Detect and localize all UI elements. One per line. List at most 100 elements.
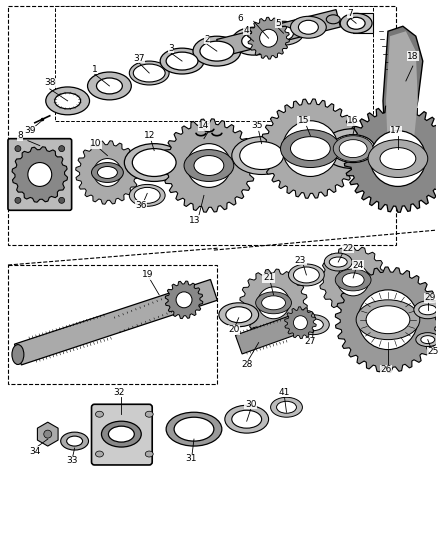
Text: 12: 12	[144, 131, 155, 140]
Text: 18: 18	[407, 52, 419, 61]
Ellipse shape	[226, 307, 252, 322]
Ellipse shape	[96, 78, 122, 94]
Ellipse shape	[102, 421, 141, 447]
Ellipse shape	[293, 267, 319, 283]
Text: 33: 33	[66, 456, 78, 465]
Polygon shape	[319, 246, 387, 314]
Ellipse shape	[366, 306, 410, 334]
Ellipse shape	[124, 144, 184, 181]
Ellipse shape	[160, 48, 204, 74]
Text: 1: 1	[92, 64, 97, 74]
Ellipse shape	[232, 410, 261, 428]
Ellipse shape	[15, 197, 21, 203]
Ellipse shape	[421, 336, 435, 344]
Polygon shape	[248, 17, 290, 59]
Ellipse shape	[242, 33, 265, 49]
Ellipse shape	[88, 72, 131, 100]
Text: 22: 22	[343, 244, 354, 253]
Text: 13: 13	[189, 216, 201, 225]
Ellipse shape	[59, 146, 65, 151]
Text: 3: 3	[168, 44, 174, 53]
Ellipse shape	[59, 197, 65, 203]
Ellipse shape	[283, 121, 338, 176]
Text: 14: 14	[198, 121, 210, 130]
Ellipse shape	[290, 136, 330, 160]
Ellipse shape	[98, 166, 117, 179]
Ellipse shape	[289, 264, 324, 286]
Ellipse shape	[184, 150, 234, 181]
Ellipse shape	[335, 269, 371, 291]
Ellipse shape	[290, 17, 326, 38]
Ellipse shape	[240, 142, 283, 169]
Ellipse shape	[67, 436, 83, 446]
Ellipse shape	[274, 26, 293, 40]
Ellipse shape	[55, 93, 81, 109]
Ellipse shape	[258, 287, 290, 319]
Polygon shape	[344, 105, 438, 212]
Ellipse shape	[28, 163, 52, 187]
Ellipse shape	[368, 140, 428, 177]
Ellipse shape	[419, 305, 437, 315]
Polygon shape	[162, 119, 256, 212]
Polygon shape	[14, 279, 217, 365]
Text: 36: 36	[135, 201, 147, 210]
Ellipse shape	[174, 417, 214, 441]
Ellipse shape	[129, 61, 169, 85]
Text: 23: 23	[295, 255, 306, 264]
Text: 6: 6	[238, 14, 244, 23]
FancyBboxPatch shape	[8, 139, 72, 211]
Text: 2: 2	[204, 35, 210, 44]
Ellipse shape	[264, 21, 304, 45]
FancyBboxPatch shape	[353, 13, 373, 33]
Polygon shape	[261, 99, 360, 198]
Ellipse shape	[261, 296, 286, 310]
Ellipse shape	[280, 130, 340, 167]
Ellipse shape	[331, 135, 375, 163]
Ellipse shape	[298, 20, 318, 34]
Ellipse shape	[145, 411, 153, 417]
Text: 32: 32	[114, 388, 125, 397]
Text: 29: 29	[424, 293, 435, 302]
Ellipse shape	[166, 412, 222, 446]
Ellipse shape	[232, 136, 291, 174]
FancyBboxPatch shape	[8, 265, 217, 384]
Ellipse shape	[370, 131, 426, 187]
Text: 41: 41	[279, 388, 290, 397]
Ellipse shape	[293, 316, 307, 330]
Ellipse shape	[132, 149, 176, 176]
Ellipse shape	[339, 140, 367, 158]
Text: 27: 27	[305, 337, 316, 346]
Ellipse shape	[340, 13, 372, 33]
Ellipse shape	[301, 311, 315, 329]
FancyBboxPatch shape	[92, 404, 152, 465]
Text: 16: 16	[347, 116, 359, 125]
Ellipse shape	[324, 253, 352, 271]
Ellipse shape	[194, 156, 224, 175]
Polygon shape	[336, 267, 438, 373]
Text: 15: 15	[298, 116, 309, 125]
Ellipse shape	[329, 257, 347, 267]
Text: 25: 25	[427, 347, 438, 356]
Ellipse shape	[12, 345, 24, 365]
Ellipse shape	[92, 163, 124, 182]
Ellipse shape	[276, 401, 297, 413]
Ellipse shape	[225, 405, 268, 433]
Text: 4: 4	[244, 26, 250, 35]
Polygon shape	[383, 26, 423, 175]
Ellipse shape	[297, 315, 329, 335]
Text: 34: 34	[29, 447, 40, 456]
Text: 30: 30	[245, 400, 256, 409]
Polygon shape	[165, 281, 203, 319]
Ellipse shape	[95, 411, 103, 417]
Ellipse shape	[193, 36, 241, 66]
Text: 39: 39	[24, 126, 35, 135]
Ellipse shape	[200, 41, 234, 61]
Ellipse shape	[333, 136, 373, 161]
Ellipse shape	[347, 17, 365, 29]
Text: 5: 5	[276, 19, 282, 28]
Ellipse shape	[337, 264, 369, 296]
Text: 28: 28	[241, 360, 252, 369]
Ellipse shape	[416, 333, 438, 346]
Ellipse shape	[414, 301, 438, 319]
Text: 37: 37	[134, 54, 145, 62]
